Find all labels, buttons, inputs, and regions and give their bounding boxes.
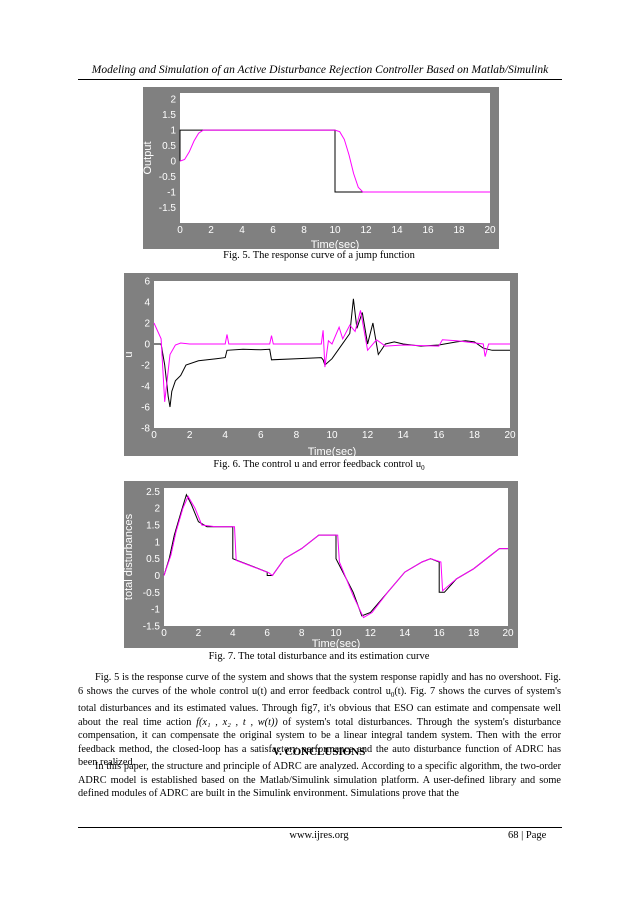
x-tick-label: 12 bbox=[360, 225, 372, 236]
y-tick-label: 1 bbox=[170, 126, 176, 137]
footer-url: www.ijres.org bbox=[289, 830, 349, 841]
figure-5: 0 2 4 6 8 10 12 14 16 18 20 2 1.5 1 0.5 0 -0.5 -1 -1.5 Time… bbox=[143, 87, 499, 249]
x-tick-label: 10 bbox=[329, 225, 341, 236]
footer-rule bbox=[78, 827, 562, 828]
y-tick-label: 0.5 bbox=[162, 141, 176, 152]
header-rule bbox=[78, 79, 562, 80]
x-tick-label: 4 bbox=[239, 225, 245, 236]
figure-6-caption-subscript: 0 bbox=[421, 464, 425, 473]
y-tick-label: -1 bbox=[167, 188, 176, 199]
y-tick-label: 6 bbox=[144, 277, 150, 288]
x-tick-label: 16 bbox=[422, 225, 434, 236]
x-tick-label: 6 bbox=[264, 628, 270, 639]
x-tick-label: 2 bbox=[208, 225, 214, 236]
y-tick-label: 1 bbox=[154, 537, 160, 548]
plot-area bbox=[154, 281, 510, 428]
x-tick-label: 4 bbox=[230, 628, 236, 639]
figure-6: 0 2 4 6 8 10 12 14 16 18 20 6 4 2 0 -2 -4 -6 -8 Time(sec) u bbox=[124, 273, 518, 456]
x-tick-label: 14 bbox=[391, 225, 403, 236]
x-tick-label: 4 bbox=[222, 430, 228, 441]
x-tick-label: 6 bbox=[258, 430, 264, 441]
x-tick-label: 18 bbox=[469, 430, 481, 441]
conclusions-text: In this paper, the structure and princip… bbox=[78, 761, 561, 799]
x-tick-label: 0 bbox=[177, 225, 183, 236]
x-tick-label: 0 bbox=[151, 430, 157, 441]
y-tick-label: -1.5 bbox=[159, 203, 177, 214]
series-line-response bbox=[179, 129, 490, 193]
x-tick-label: 10 bbox=[330, 628, 342, 639]
y-tick-label: 0 bbox=[144, 340, 150, 351]
x-tick-label: 20 bbox=[504, 430, 516, 441]
y-axis-label: u bbox=[124, 351, 135, 357]
x-tick-label: 20 bbox=[502, 628, 514, 639]
x-tick-label: 2 bbox=[196, 628, 202, 639]
paragraph1-math: f(x₁ , x₂ , t , w(t)) bbox=[196, 716, 278, 728]
y-tick-label: -8 bbox=[141, 424, 150, 435]
x-tick-label: 12 bbox=[365, 628, 377, 639]
paragraph1-part3: of system's total disturbances. Through … bbox=[78, 716, 561, 769]
y-tick-label: 1.5 bbox=[162, 110, 176, 121]
x-tick-label: 20 bbox=[484, 225, 496, 236]
section-title: V. CONCLUSIONS bbox=[272, 746, 366, 758]
figure-7-chart: 0 2 4 6 8 10 12 14 16 18 20 2.5 2 1.5 1 0.5 0 -0.5 -1 -1.5 T… bbox=[124, 481, 518, 648]
x-tick-label: 0 bbox=[161, 628, 167, 639]
figure-7-caption: Fig. 7. The total disturbance and its es… bbox=[208, 651, 430, 662]
y-tick-label: -4 bbox=[141, 382, 150, 393]
y-tick-label: -0.5 bbox=[159, 172, 177, 183]
y-tick-label: 2 bbox=[144, 319, 150, 330]
paragraph1-part1: Fig. 5 is the response curve of the syst… bbox=[78, 672, 561, 697]
figure-5-caption: Fig. 5. The response curve of a jump fun… bbox=[223, 250, 415, 261]
y-tick-label: 0 bbox=[154, 571, 160, 582]
y-tick-label: 2.5 bbox=[146, 487, 160, 498]
y-axis-label: total disturbances bbox=[124, 513, 135, 600]
x-tick-label: 12 bbox=[362, 430, 374, 441]
x-tick-label: 8 bbox=[301, 225, 307, 236]
figure-6-caption: Fig. 6. The control u and error feedback… bbox=[0, 459, 638, 472]
x-tick-label: 6 bbox=[270, 225, 276, 236]
discussion-paragraph: Fig. 5 is the response curve of the syst… bbox=[78, 671, 561, 770]
x-tick-label: 10 bbox=[326, 430, 338, 441]
x-axis-label: Time(sec) bbox=[312, 638, 360, 648]
y-tick-label: -0.5 bbox=[143, 588, 161, 599]
y-tick-label: 0.5 bbox=[146, 554, 160, 565]
x-tick-label: 14 bbox=[398, 430, 410, 441]
figure-7: 0 2 4 6 8 10 12 14 16 18 20 2.5 2 1.5 1 0.5 0 -0.5 -1 -1.5 T… bbox=[124, 481, 518, 648]
y-axis-label: Output bbox=[143, 141, 154, 174]
x-axis-label: Time(sec) bbox=[311, 239, 359, 249]
y-tick-label: 2 bbox=[154, 504, 160, 515]
y-tick-label: 4 bbox=[144, 298, 150, 309]
figure-5-chart: 0 2 4 6 8 10 12 14 16 18 20 2 1.5 1 0.5 0 -0.5 -1 -1.5 Time… bbox=[143, 87, 499, 249]
x-axis-label: Time(sec) bbox=[308, 446, 356, 456]
x-tick-label: 16 bbox=[434, 628, 446, 639]
x-tick-label: 2 bbox=[187, 430, 193, 441]
x-tick-label: 16 bbox=[433, 430, 445, 441]
x-tick-label: 18 bbox=[453, 225, 465, 236]
conclusions-paragraph: In this paper, the structure and princip… bbox=[78, 760, 561, 801]
y-tick-label: -1 bbox=[151, 605, 160, 616]
y-tick-label: 0 bbox=[170, 157, 176, 168]
footer-page-number: 68 | Page bbox=[508, 830, 547, 841]
running-header: Modeling and Simulation of an Active Dis… bbox=[91, 64, 549, 76]
paragraph1-part2: (t). Fig. 7 shows the curves of system's… bbox=[78, 685, 561, 728]
y-tick-label: 2 bbox=[170, 95, 176, 106]
x-tick-label: 8 bbox=[299, 628, 305, 639]
x-tick-label: 8 bbox=[294, 430, 300, 441]
series-line-u0 bbox=[153, 310, 510, 402]
y-tick-label: -2 bbox=[141, 361, 150, 372]
series-line-estimate bbox=[163, 495, 508, 619]
figure-6-caption-text: Fig. 6. The control u and error feedback… bbox=[213, 459, 422, 470]
y-tick-label: -6 bbox=[141, 403, 150, 414]
x-tick-label: 14 bbox=[399, 628, 411, 639]
paragraph1-subscript: 0 bbox=[390, 690, 395, 699]
x-tick-label: 18 bbox=[468, 628, 480, 639]
y-tick-label: -1.5 bbox=[143, 622, 161, 633]
y-tick-label: 1.5 bbox=[146, 521, 160, 532]
